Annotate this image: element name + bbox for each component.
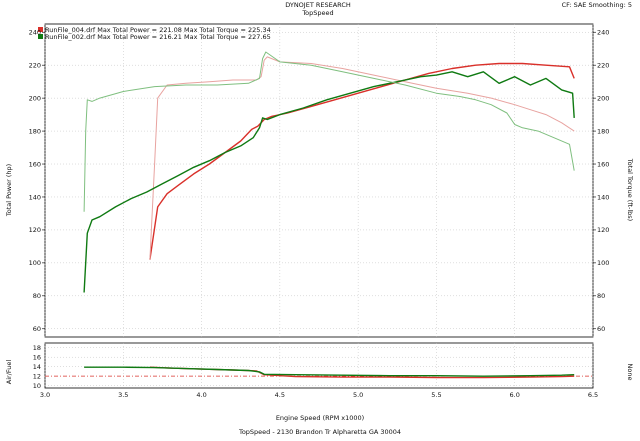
power-axis-label: Total Power (hp) bbox=[5, 164, 13, 217]
torque-tick-label: 60 bbox=[597, 325, 605, 333]
x-tick-label: 5.5 bbox=[431, 391, 441, 399]
main-plot-grid bbox=[44, 24, 594, 337]
power-tick-label: 220 bbox=[29, 61, 41, 69]
airfuel-plot-frame bbox=[44, 342, 594, 389]
airfuel-tick-label: 12 bbox=[33, 372, 41, 380]
x-axis-label: Engine Speed (RPM x1000) bbox=[276, 414, 364, 422]
main-series-line-runfile-004-torque bbox=[149, 56, 575, 260]
chart-subtitle: TopSpeed bbox=[301, 9, 333, 17]
airfuel-plot-series bbox=[84, 366, 575, 379]
torque-tick-label: 220 bbox=[597, 61, 609, 69]
x-tick-label: 6.0 bbox=[510, 391, 520, 399]
x-tick-label: 4.0 bbox=[196, 391, 206, 399]
torque-tick-label: 100 bbox=[597, 259, 609, 267]
power-tick-label: 80 bbox=[33, 292, 41, 300]
main-series-line-runfile-004-power bbox=[149, 62, 575, 260]
legend: RunFile_004.drf Max Total Power = 221.08… bbox=[38, 26, 271, 41]
power-axis-ticks: 60 80 100 120 140 160 180 200 220 240 bbox=[29, 29, 45, 333]
torque-tick-label: 240 bbox=[597, 29, 609, 37]
main-series-line-runfile-002-torque bbox=[83, 51, 575, 212]
x-tick-label: 6.5 bbox=[588, 391, 598, 399]
power-tick-label: 160 bbox=[29, 160, 41, 168]
x-tick-label: 3.5 bbox=[118, 391, 128, 399]
power-tick-label: 240 bbox=[29, 29, 41, 37]
airfuel-tick-label: 16 bbox=[33, 354, 41, 362]
airfuel-axis-label: Air/Fuel bbox=[5, 360, 13, 385]
power-tick-label: 120 bbox=[29, 226, 41, 234]
airfuel-series-line-runfile-002 bbox=[84, 366, 575, 377]
power-tick-label: 140 bbox=[29, 193, 41, 201]
x-tick-label: 3.0 bbox=[40, 391, 50, 399]
torque-tick-label: 80 bbox=[597, 292, 605, 300]
airfuel-tick-label: 14 bbox=[33, 363, 41, 371]
x-tick-label: 5.0 bbox=[353, 391, 363, 399]
rpm-axis-ticks: 3.0 3.5 4.0 4.5 5.0 5.5 6.0 6.5 bbox=[40, 391, 598, 399]
torque-tick-label: 180 bbox=[597, 127, 609, 135]
torque-tick-label: 160 bbox=[597, 160, 609, 168]
correction-factor-label: CF: SAE Smoothing: 5 bbox=[562, 1, 632, 9]
shop-caption: TopSpeed - 2130 Brandon Tr Alpharetta GA… bbox=[238, 428, 401, 436]
torque-tick-label: 120 bbox=[597, 226, 609, 234]
power-tick-label: 100 bbox=[29, 259, 41, 267]
torque-tick-label: 140 bbox=[597, 193, 609, 201]
main-plot-series bbox=[83, 51, 575, 293]
airfuel-tick-label: 10 bbox=[33, 382, 41, 390]
airfuel-tick-label: 18 bbox=[33, 344, 41, 352]
airfuel-right-axis-label: None bbox=[626, 364, 634, 381]
power-tick-label: 200 bbox=[29, 94, 41, 102]
main-plot-frame bbox=[44, 23, 594, 338]
power-tick-label: 180 bbox=[29, 127, 41, 135]
airfuel-plot-grid bbox=[44, 343, 594, 388]
x-tick-label: 4.5 bbox=[275, 391, 285, 399]
legend-swatch-red bbox=[38, 27, 43, 32]
legend-entry-runfile-002: RunFile_002.drf Max Total Power = 216.21… bbox=[45, 33, 271, 41]
torque-axis-ticks: 60 80 100 120 140 160 180 200 220 240 bbox=[593, 29, 609, 333]
torque-axis-label: Total Torque (ft-lbs) bbox=[626, 158, 634, 221]
legend-entry-runfile-004: RunFile_004.drf Max Total Power = 221.08… bbox=[45, 26, 271, 34]
main-series-line-runfile-002-power bbox=[83, 71, 575, 293]
chart-title: DYNOJET RESEARCH bbox=[285, 1, 351, 9]
legend-swatch-green bbox=[38, 34, 43, 39]
power-tick-label: 60 bbox=[33, 325, 41, 333]
torque-tick-label: 200 bbox=[597, 94, 609, 102]
